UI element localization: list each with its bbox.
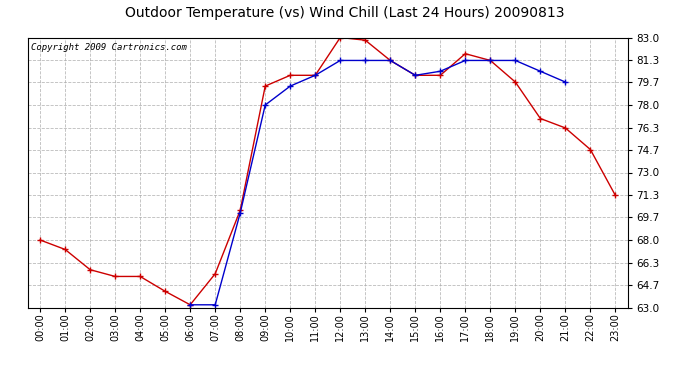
- Text: Copyright 2009 Cartronics.com: Copyright 2009 Cartronics.com: [30, 43, 186, 52]
- Text: Outdoor Temperature (vs) Wind Chill (Last 24 Hours) 20090813: Outdoor Temperature (vs) Wind Chill (Las…: [126, 6, 564, 20]
